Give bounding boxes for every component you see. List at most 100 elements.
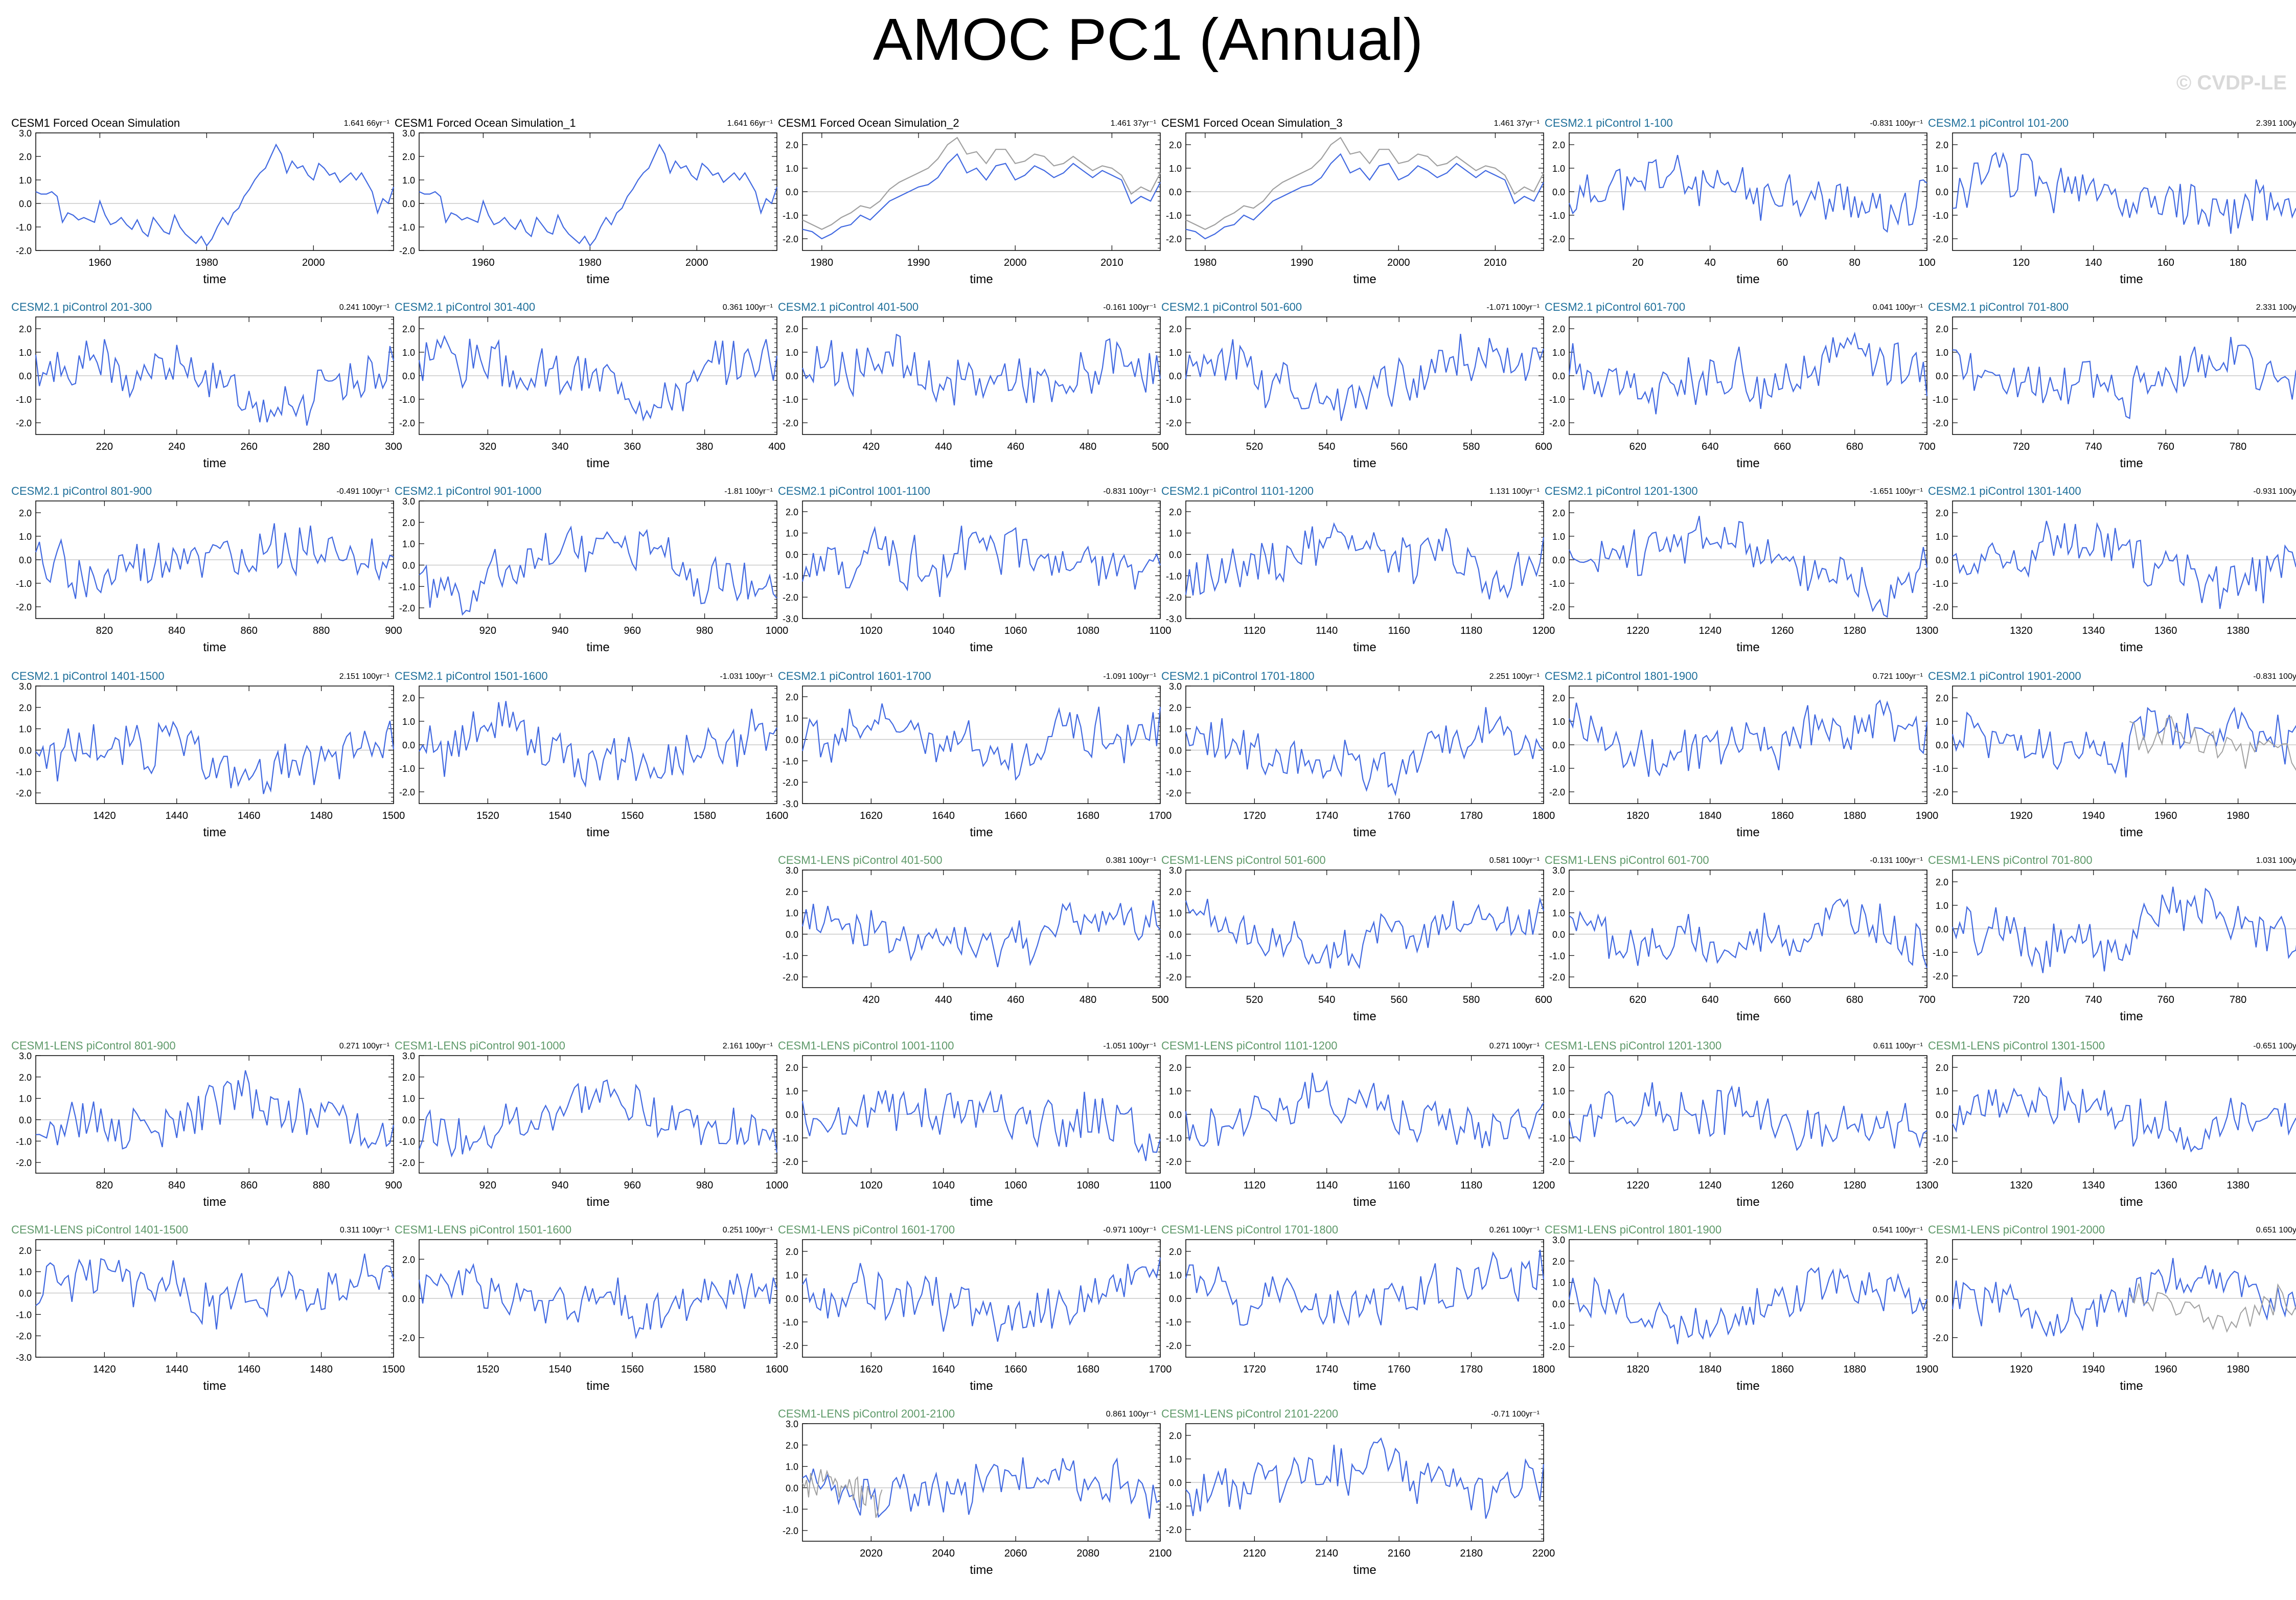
y-tick-label: 1.0 <box>402 1094 415 1104</box>
y-tick-label: 1.0 <box>1552 348 1565 358</box>
x-tick-label: 1780 <box>1460 810 1483 821</box>
chart-panel: CESM2.1 piControl 1-100 -0.831 100yr⁻¹ -2.… <box>1545 117 1936 286</box>
x-tick-label: 1600 <box>766 1364 789 1375</box>
y-tick-label: -1.0 <box>399 1136 415 1147</box>
chart-panel: CESM1-LENS piControl 2001-2100 0.861 100y… <box>778 1407 1172 1577</box>
series-line <box>801 333 1161 406</box>
y-tick-label: -3.0 <box>16 1353 32 1363</box>
panel-title: CESM2.1 piControl 301-400 <box>395 301 535 313</box>
y-tick-label: 0.0 <box>786 371 798 381</box>
x-tick-label: 2000 <box>1004 257 1027 268</box>
x-tick-label: 1080 <box>1076 625 1099 636</box>
y-tick-label: -1.0 <box>783 1133 798 1144</box>
chart-panel: CESM1 Forced Ocean Simulation 1.641 66yr⁻… <box>11 117 395 286</box>
x-tick-label: 1160 <box>1388 1180 1410 1191</box>
x-tick-label: 840 <box>168 1180 185 1191</box>
y-tick-label: 2.0 <box>19 703 32 713</box>
y-tick-label: 1.0 <box>1936 717 1948 727</box>
y-tick-label: 1.0 <box>402 539 415 550</box>
trend-label: 1.131 100yr⁻¹ <box>1489 487 1540 496</box>
x-tick-label: 1440 <box>166 1364 189 1375</box>
x-axis-label: time <box>586 1195 609 1209</box>
panel-title: CESM1-LENS piControl 401-500 <box>778 854 943 866</box>
series-line <box>1951 886 2296 973</box>
panel-title: CESM1 Forced Ocean Simulation_2 <box>778 117 959 129</box>
x-axis-label: time <box>1353 826 1376 839</box>
chart-panel: CESM1-LENS piControl 601-700 -0.131 100yr… <box>1545 854 1936 1023</box>
plot-frame <box>802 1423 1161 1542</box>
y-tick-label: 0.0 <box>402 740 415 750</box>
y-tick-label: -1.0 <box>1166 1317 1182 1328</box>
x-axis-label: time <box>2120 1379 2143 1393</box>
y-tick-label: -3.0 <box>1166 614 1182 624</box>
trend-label: -1.031 100yr⁻¹ <box>720 672 773 681</box>
series-line <box>1952 336 2296 420</box>
x-tick-label: 1840 <box>1699 1364 1722 1375</box>
x-tick-label: 940 <box>552 1180 568 1191</box>
x-axis-label: time <box>2120 826 2143 839</box>
x-tick-label: 1800 <box>1532 810 1555 821</box>
plot-frame <box>35 1239 394 1358</box>
y-tick-label: 1.0 <box>19 1267 32 1277</box>
y-tick-label: 2.0 <box>1936 1063 1948 1073</box>
x-tick-label: 540 <box>1318 441 1335 452</box>
y-tick-label: 3.0 <box>786 865 798 876</box>
y-tick-label: 0.0 <box>1169 1294 1182 1304</box>
panel-title: CESM1-LENS piControl 1701-1800 <box>1161 1223 1338 1236</box>
series-line <box>1569 898 1928 968</box>
x-tick-label: 1760 <box>1388 1364 1411 1375</box>
series-line <box>419 701 777 788</box>
y-tick-label: 0.0 <box>1169 929 1182 940</box>
panel-title: CESM1-LENS piControl 2001-2100 <box>778 1407 955 1420</box>
series-line <box>802 1257 1161 1342</box>
panel-title: CESM2.1 piControl 701-800 <box>1928 301 2069 313</box>
y-tick-label: -2.0 <box>399 1333 415 1343</box>
x-tick-label: 1140 <box>1316 625 1338 636</box>
y-tick-label: 1.0 <box>786 164 798 174</box>
chart-panel: CESM1-LENS piControl 1201-1300 0.611 100y… <box>1545 1039 1938 1209</box>
y-tick-label: 0.0 <box>19 745 32 756</box>
x-tick-label: 460 <box>1007 994 1024 1005</box>
chart-panel: CESM2.1 piControl 1901-2000 -0.831 100yr⁻… <box>1928 670 2296 839</box>
x-tick-label: 1100 <box>1149 625 1171 636</box>
y-tick-label: 3.0 <box>1552 865 1565 876</box>
y-tick-label: 1.0 <box>19 175 32 186</box>
y-tick-label: -1.0 <box>399 395 415 405</box>
x-axis-label: time <box>586 272 609 286</box>
y-tick-label: 3.0 <box>19 1051 32 1061</box>
y-tick-label: 1.0 <box>786 529 798 539</box>
trend-label: 2.391 100yr⁻¹ <box>2256 119 2296 128</box>
x-tick-label: 540 <box>1318 994 1335 1005</box>
x-tick-label: 1480 <box>310 1364 333 1375</box>
chart-panel: CESM2.1 piControl 801-900 -0.491 100yr⁻¹ -… <box>11 485 402 654</box>
x-tick-label: 1040 <box>932 1180 955 1191</box>
chart-panel: CESM1-LENS piControl 1801-1900 0.541 100y… <box>1545 1223 1938 1393</box>
trend-label: -1.81 100yr⁻¹ <box>724 487 773 496</box>
x-tick-label: 1900 <box>1916 810 1939 821</box>
y-tick-label: 2.0 <box>1936 1254 1948 1265</box>
x-tick-label: 120 <box>2013 257 2030 268</box>
x-tick-label: 860 <box>240 625 257 636</box>
x-tick-label: 1540 <box>549 810 572 821</box>
panel-title: CESM1-LENS piControl 601-700 <box>1545 854 1709 866</box>
x-tick-label: 1240 <box>1699 1180 1722 1191</box>
y-tick-label: 2.0 <box>786 507 798 517</box>
y-tick-label: 2.0 <box>402 152 415 162</box>
y-tick-label: 1.0 <box>1169 724 1182 735</box>
chart-panel: CESM2.1 piControl 1201-1300 -1.651 100yr⁻… <box>1545 485 1938 654</box>
y-tick-label: 1.0 <box>1169 348 1182 358</box>
y-tick-label: 1.0 <box>1169 529 1182 539</box>
x-tick-label: 1660 <box>1004 1364 1027 1375</box>
x-tick-label: 2200 <box>1532 1548 1555 1559</box>
x-tick-label: 1640 <box>932 1364 955 1375</box>
y-tick-label: 1.0 <box>786 348 798 358</box>
x-tick-label: 1140 <box>1316 1180 1338 1191</box>
x-tick-label: 520 <box>1246 441 1263 452</box>
y-tick-label: 2.0 <box>1169 1063 1182 1073</box>
x-tick-label: 1120 <box>1244 1180 1266 1191</box>
panel-title: CESM2.1 piControl 901-1000 <box>395 485 541 497</box>
trend-label: 0.721 100yr⁻¹ <box>1873 672 1923 681</box>
x-axis-label: time <box>1353 1195 1376 1209</box>
x-tick-label: 1620 <box>860 810 883 821</box>
x-tick-label: 1260 <box>1771 1180 1794 1191</box>
